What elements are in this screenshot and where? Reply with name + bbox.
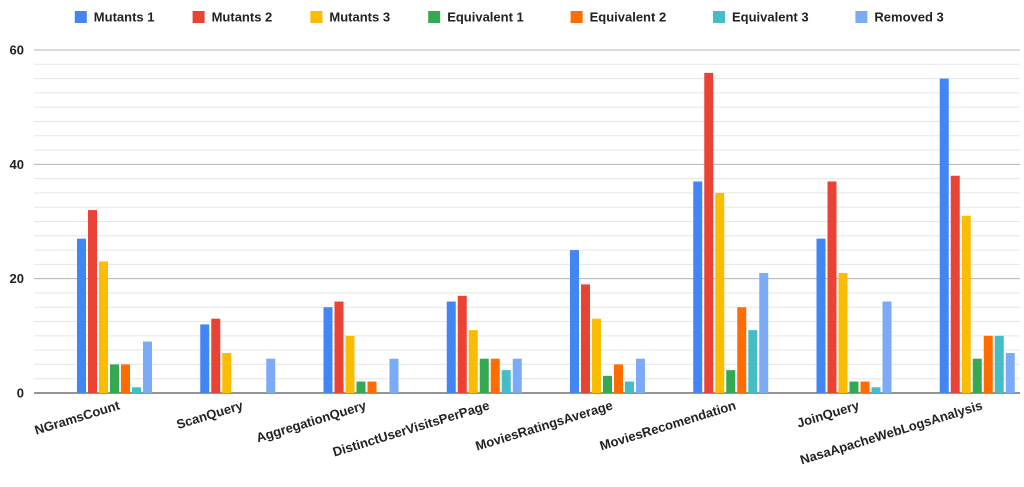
bar xyxy=(345,335,355,393)
bar xyxy=(748,330,758,393)
x-category-label: NGramsCount xyxy=(33,397,122,437)
bar xyxy=(816,238,826,393)
bar xyxy=(367,381,377,393)
bar xyxy=(603,375,612,393)
legend-label: Removed 3 xyxy=(874,10,943,25)
legend-label: Mutants 3 xyxy=(329,10,390,25)
bar xyxy=(143,341,152,393)
legend-label: Mutants 1 xyxy=(94,10,155,25)
bar xyxy=(121,364,130,393)
legend-swatch xyxy=(570,11,583,23)
bar xyxy=(457,295,467,393)
bar xyxy=(827,181,837,393)
legend-label: Equivalent 1 xyxy=(447,10,524,25)
bar xyxy=(614,364,623,393)
bar xyxy=(211,318,221,393)
bar xyxy=(110,364,119,393)
legend-swatch xyxy=(713,11,725,23)
x-category-label: MoviesRecomendation xyxy=(598,398,738,454)
x-category-label: ScanQuery xyxy=(175,397,246,432)
legend-swatch xyxy=(310,11,323,23)
bar xyxy=(950,175,960,393)
bar xyxy=(200,324,210,393)
bar xyxy=(882,301,892,393)
legend-swatch xyxy=(855,11,868,23)
legend-label: Equivalent 3 xyxy=(732,10,809,25)
bar xyxy=(592,318,601,393)
legend-label: Mutants 2 xyxy=(212,10,273,25)
bar xyxy=(838,272,848,393)
bar xyxy=(446,301,456,393)
y-tick-label: 40 xyxy=(10,157,24,172)
bar xyxy=(512,358,522,393)
bar xyxy=(99,261,108,393)
bar xyxy=(693,181,703,393)
bar xyxy=(704,72,714,393)
bar xyxy=(88,210,97,393)
bar xyxy=(726,370,736,393)
bar xyxy=(972,358,982,393)
bar xyxy=(389,358,399,393)
bar xyxy=(334,301,344,393)
bar xyxy=(323,307,333,393)
bar xyxy=(994,335,1004,393)
bar xyxy=(759,272,769,393)
bar xyxy=(983,335,993,393)
legend-swatch xyxy=(192,11,205,23)
bar xyxy=(468,330,478,393)
bar xyxy=(356,381,366,393)
bar xyxy=(222,352,232,393)
bar xyxy=(479,358,489,393)
y-tick-label: 0 xyxy=(17,386,24,401)
bar xyxy=(581,284,590,393)
x-category-label: MoviesRatingsAverage xyxy=(474,398,615,454)
bar xyxy=(77,238,86,393)
bar xyxy=(501,370,511,393)
y-tick-label: 20 xyxy=(10,271,24,286)
bar xyxy=(266,358,276,393)
bar xyxy=(715,192,725,393)
bar xyxy=(625,381,634,393)
legend-swatch xyxy=(428,11,441,23)
bar xyxy=(961,215,971,393)
bar xyxy=(132,387,141,393)
y-tick-label: 60 xyxy=(10,43,24,58)
x-category-label: JoinQuery xyxy=(795,397,862,430)
bar xyxy=(849,381,859,393)
bar xyxy=(939,78,949,393)
bar xyxy=(860,381,870,393)
bar xyxy=(1005,352,1015,393)
bar xyxy=(636,358,645,393)
bar xyxy=(570,250,579,393)
bar xyxy=(490,358,500,393)
legend-label: Equivalent 2 xyxy=(590,10,667,25)
bar xyxy=(737,307,747,393)
bar xyxy=(871,387,881,393)
legend-swatch xyxy=(74,11,87,23)
